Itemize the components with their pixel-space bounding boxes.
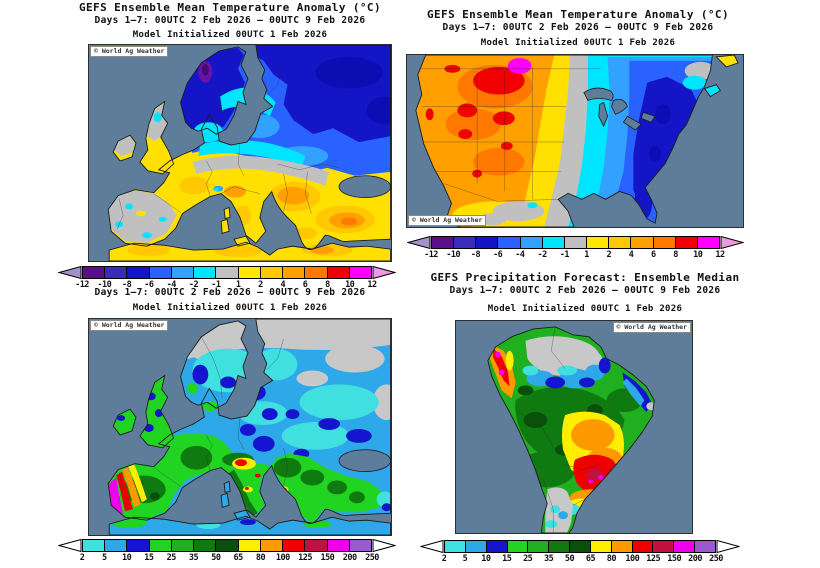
south-america-precipitation-map-svg — [487, 326, 655, 533]
europe-precipitation-map: © World Ag Weather — [88, 318, 392, 536]
watermark-label: © World Ag Weather — [612, 322, 691, 333]
europe-temp-subtitle: Days 1–7: 00UTC 2 Feb 2026 – 00UTC 9 Feb… — [94, 15, 366, 26]
colorbar-segments — [444, 540, 716, 553]
colorbar-ticks: 2 5 10 15 25 35 50 65 80 100 125 150 200 250 — [441, 554, 724, 564]
sa-precip-init: Model Initialized 00UTC 1 Feb 2026 — [487, 304, 683, 314]
us-temperature-map-svg — [415, 55, 739, 227]
state-borders — [415, 66, 601, 202]
country-borders — [515, 326, 600, 533]
us-temp-init: Model Initialized 00UTC 1 Feb 2026 — [480, 38, 676, 48]
europe-temperature-map-svg — [107, 45, 391, 261]
europe-temp-title: GEFS Ensemble Mean Temperature Anomaly (… — [79, 1, 381, 14]
colorbar-ticks: 2 5 10 15 25 35 50 65 80 100 125 150 200 250 — [79, 553, 380, 563]
country-borders — [116, 336, 288, 504]
us-temp-subtitle: Days 1–7: 00UTC 2 Feb 2026 – 00UTC 9 Feb… — [442, 22, 714, 33]
colorbar-segments — [82, 266, 372, 279]
europe-precip-subtitle: Days 1–7: 00UTC 2 Feb 2026 – 00UTC 9 Feb… — [94, 287, 366, 298]
us-temp-title: GEFS Ensemble Mean Temperature Anomaly (… — [427, 8, 729, 21]
maritime-islands — [703, 55, 739, 98]
europe-temperature-map: © World Ag Weather — [88, 44, 392, 262]
sa-precip-title: GEFS Precipitation Forecast: Ensemble Me… — [430, 271, 740, 284]
country-borders — [116, 62, 340, 230]
europe-temp-colorbar: -12 -10 -8 -6 -4 -2 -1 1 2 4 6 8 10 12 — [58, 266, 396, 290]
colorbar-ticks: -12 -10 -8 -6 -4 -2 -1 1 2 4 6 8 10 12 — [424, 250, 725, 260]
colorbar-ticks: -12 -10 -8 -6 -4 -2 -1 1 2 4 6 8 10 12 — [75, 280, 377, 290]
great-lakes — [583, 87, 656, 131]
us-temperature-map: © World Ag Weather — [406, 54, 744, 228]
europe-temp-init: Model Initialized 00UTC 1 Feb 2026 — [132, 30, 328, 40]
south-america-precipitation-map: © World Ag Weather — [455, 320, 693, 534]
europe-precipitation-map-svg — [107, 319, 391, 535]
us-temp-colorbar: -12 -10 -8 -6 -4 -2 -1 1 2 4 6 8 10 12 — [407, 236, 744, 260]
watermark-label: © World Ag Weather — [90, 320, 169, 331]
sa-precip-subtitle: Days 1–7: 00UTC 2 Feb 2026 – 00UTC 9 Feb… — [449, 285, 721, 296]
watermark-label: © World Ag Weather — [90, 46, 169, 57]
sa-precip-colorbar: 2510152535506580100125150200250mm — [420, 540, 740, 568]
watermark-label: © World Ag Weather — [408, 215, 487, 226]
colorbar-segments — [431, 236, 720, 249]
europe-precip-colorbar: 2510152535506580100125150200250mm — [58, 539, 396, 568]
colorbar-segments — [82, 539, 372, 552]
europe-precip-init: Model Initialized 00UTC 1 Feb 2026 — [132, 303, 328, 313]
